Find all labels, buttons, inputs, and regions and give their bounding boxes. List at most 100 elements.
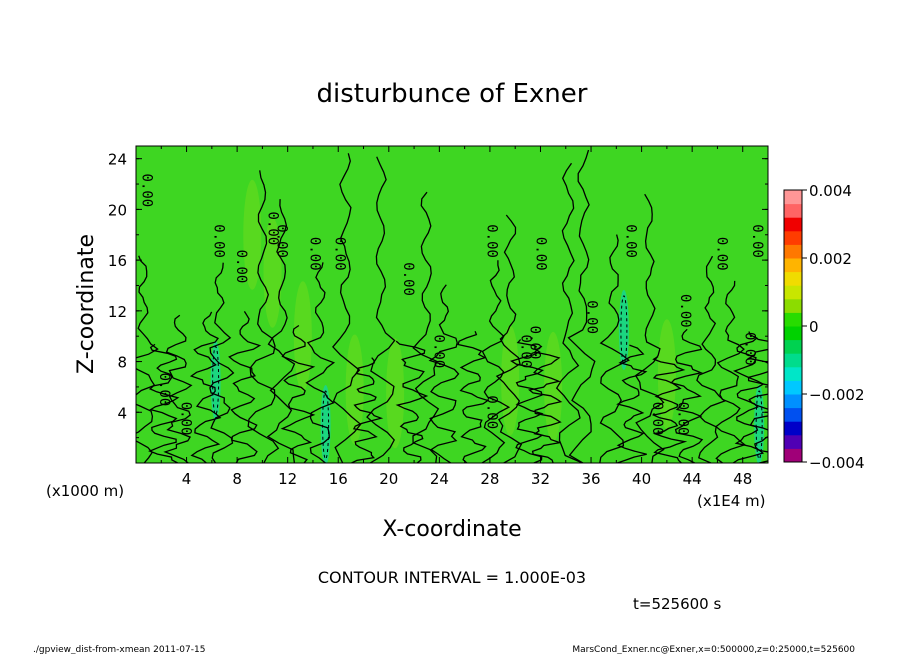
plot-frame xyxy=(135,145,769,464)
footer-left: ./gpview_dist-from-xmean 2011-07-15 xyxy=(33,645,205,654)
contour-line xyxy=(428,284,460,463)
contour-line xyxy=(247,170,280,463)
colorbar-segment xyxy=(784,326,802,341)
colorbar-segment xyxy=(784,312,802,327)
contour-line xyxy=(599,234,630,463)
x-tick-label: 28 xyxy=(480,470,499,488)
contour-line xyxy=(280,324,316,463)
contour-line xyxy=(189,311,222,463)
colorbar-segment xyxy=(784,448,802,463)
chart-title: disturbunce of Exner xyxy=(317,79,588,109)
colorbar-tick-label: 0 xyxy=(809,318,819,336)
contour-line xyxy=(148,343,180,463)
contour-line xyxy=(555,162,583,463)
time-label: t=525600 s xyxy=(633,595,721,613)
negative-contour xyxy=(322,390,330,460)
high-patch xyxy=(263,217,282,328)
contour-line xyxy=(228,311,262,463)
colorbar-segment xyxy=(784,285,802,300)
x-tick-label: 12 xyxy=(278,470,297,488)
contour-line xyxy=(481,260,511,463)
contour-line xyxy=(305,262,336,463)
contour-label: 0.00 xyxy=(178,402,194,436)
contour-label: 0.00 xyxy=(518,335,534,369)
negative-contour xyxy=(620,295,628,365)
contour-line xyxy=(136,255,159,463)
colorbar-segment xyxy=(784,353,802,368)
contour-line xyxy=(209,262,235,463)
x-axis-label: X-coordinate xyxy=(382,517,521,542)
contour-label: 0.00 xyxy=(649,402,665,436)
contour-line xyxy=(509,339,544,463)
contour-line xyxy=(732,331,765,463)
contour-line xyxy=(567,149,596,463)
contour-line xyxy=(366,156,396,463)
contour-label: 0.00 xyxy=(306,237,322,271)
contour-line xyxy=(495,214,523,463)
contour-label: 0.00 xyxy=(138,174,154,208)
x-tick-label: 16 xyxy=(329,470,348,488)
x-unit-label: (x1E4 m) xyxy=(697,492,766,510)
footer-right: MarsCond_Exner.nc@Exner,x=0:500000,z=0:2… xyxy=(572,645,855,654)
colorbar-segment xyxy=(784,244,802,259)
colorbar-segment xyxy=(784,366,802,381)
y-tick-label: 20 xyxy=(108,201,127,219)
contour-label: 0.00 xyxy=(233,250,249,284)
x-tick-label: 32 xyxy=(531,470,550,488)
y-axis-label: Z-coordinate xyxy=(74,234,99,374)
y-tick-label: 4 xyxy=(117,404,127,422)
contour-line xyxy=(457,331,490,463)
high-patch xyxy=(501,325,520,436)
contour-lines xyxy=(136,149,768,463)
x-tick-label: 4 xyxy=(182,470,192,488)
colorbar-segment xyxy=(784,434,802,449)
colorbar-segment xyxy=(784,203,802,218)
y-tick-label: 24 xyxy=(108,151,127,169)
contour-line xyxy=(351,357,384,463)
colorbar-segment xyxy=(784,271,802,286)
contour-label: 0.00 xyxy=(713,237,729,271)
colorbar-segment xyxy=(784,298,802,313)
colorbar-segment xyxy=(784,421,802,436)
colorbar-tick-label: 0.002 xyxy=(809,250,852,268)
contour-line xyxy=(163,314,193,463)
contour-label: 0.00 xyxy=(526,326,542,360)
x-tick-label: 24 xyxy=(430,470,449,488)
negative-contour xyxy=(212,346,220,416)
contour-label: 0.00 xyxy=(483,395,499,429)
contour-line xyxy=(746,335,768,463)
contour-label: 0.00 xyxy=(265,212,281,246)
contour-label: 0.00 xyxy=(483,224,499,258)
contour-label: 0.00 xyxy=(430,335,446,369)
contour-label: 0.00 xyxy=(332,237,348,271)
colorbar-tick-label: −0.002 xyxy=(809,386,865,404)
contour-interval-text: CONTOUR INTERVAL = 1.000E-03 xyxy=(318,568,586,587)
contour-line xyxy=(670,328,704,463)
contour-line xyxy=(696,255,726,463)
contour-line xyxy=(332,153,362,463)
colorbar xyxy=(783,189,803,463)
y-tick-label: 8 xyxy=(117,354,127,372)
x-tick-label: 44 xyxy=(683,470,702,488)
y-unit-label: (x1000 m) xyxy=(46,482,124,500)
y-tick-label: 16 xyxy=(108,252,127,270)
x-tick-label: 48 xyxy=(733,470,752,488)
contour-line xyxy=(634,193,665,463)
colorbar-tick-label: 0.004 xyxy=(809,182,852,200)
contour-line xyxy=(616,344,648,463)
contour-label: 0.00 xyxy=(400,262,416,296)
x-tick-label: 36 xyxy=(581,470,600,488)
low-patch xyxy=(320,384,331,463)
colorbar-tick-label: −0.004 xyxy=(809,454,865,472)
colorbar-segment xyxy=(784,394,802,409)
colorbar-segment xyxy=(784,217,802,232)
contour-line xyxy=(714,280,747,463)
high-patch xyxy=(243,179,262,290)
field-background xyxy=(136,146,768,463)
contour-label: 0.00 xyxy=(741,332,757,366)
contour-labels: 0.000.000.000.000.00 0.00 0.000.000.00 0.00… xyxy=(138,174,765,436)
x-tick-label: 20 xyxy=(379,470,398,488)
high-patch xyxy=(386,338,405,449)
contour-label: 0.00 xyxy=(749,224,765,258)
